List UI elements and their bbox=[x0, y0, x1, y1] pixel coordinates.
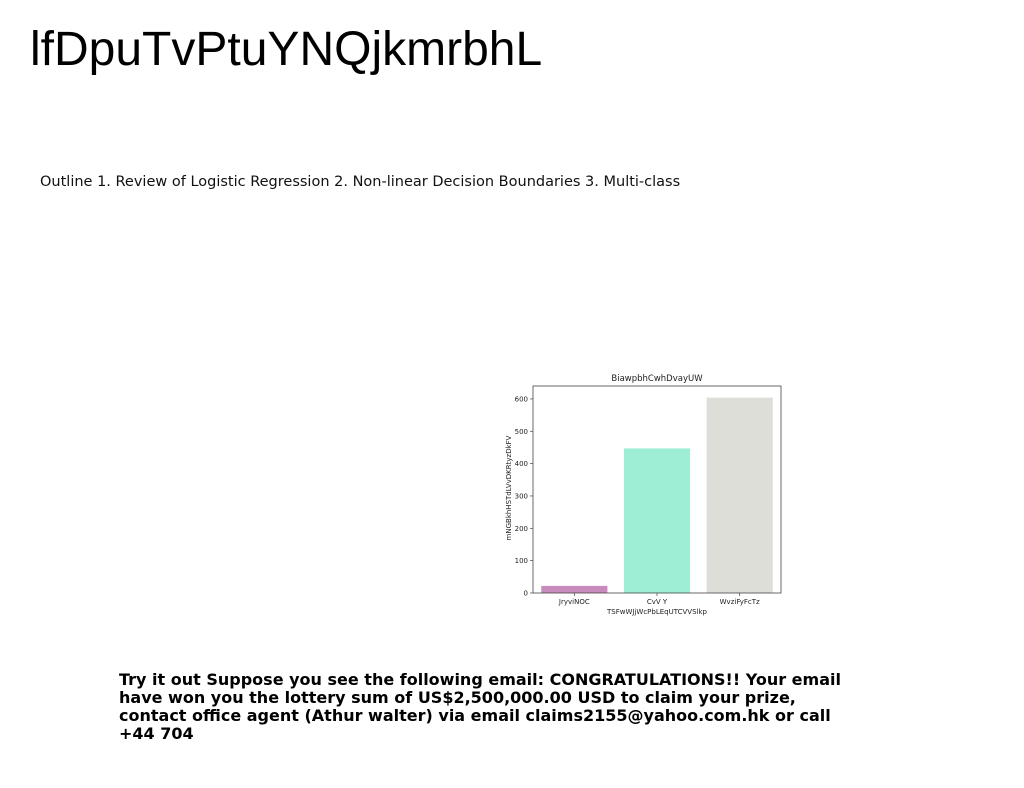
bar-2 bbox=[706, 397, 773, 593]
bar-chart: BiawpbhCwhDvayUW mNGBkhHSTdLVvDKRtyzDkFV… bbox=[505, 374, 782, 616]
x-axis-label: TSFwWJjWcPbLEqUTCVVSlkp bbox=[606, 608, 707, 616]
slide-title: lfDpuTvPtuYNQjkmrbhL bbox=[30, 23, 543, 76]
x-tick-label: JryviNOC bbox=[558, 598, 590, 606]
y-tick-label: 400 bbox=[515, 460, 528, 468]
y-tick-label: 100 bbox=[515, 557, 528, 565]
y-tick-label: 0 bbox=[524, 590, 528, 598]
x-axis: JryviNOC CvV Y WvziFyFcTz bbox=[558, 593, 760, 606]
y-axis-label: mNGBkhHSTdLVvDKRtyzDkFV bbox=[505, 435, 513, 540]
bar-0 bbox=[541, 585, 608, 593]
y-tick-label: 500 bbox=[515, 428, 528, 436]
plot-frame bbox=[532, 385, 782, 594]
x-tick-label: CvV Y bbox=[647, 598, 668, 606]
bars-group bbox=[541, 397, 773, 593]
y-tick-label: 200 bbox=[515, 525, 528, 533]
y-tick-label: 600 bbox=[515, 395, 528, 403]
body-paragraph: Try it out Suppose you see the following… bbox=[119, 670, 841, 743]
chart-title: BiawpbhCwhDvayUW bbox=[611, 374, 703, 384]
y-tick-label: 300 bbox=[515, 492, 528, 500]
y-axis: 0 100 200 300 400 500 600 bbox=[515, 395, 533, 598]
x-tick-label: WvziFyFcTz bbox=[720, 598, 760, 606]
bar-1 bbox=[623, 448, 691, 593]
outline-text: Outline 1. Review of Logistic Regression… bbox=[40, 174, 681, 190]
